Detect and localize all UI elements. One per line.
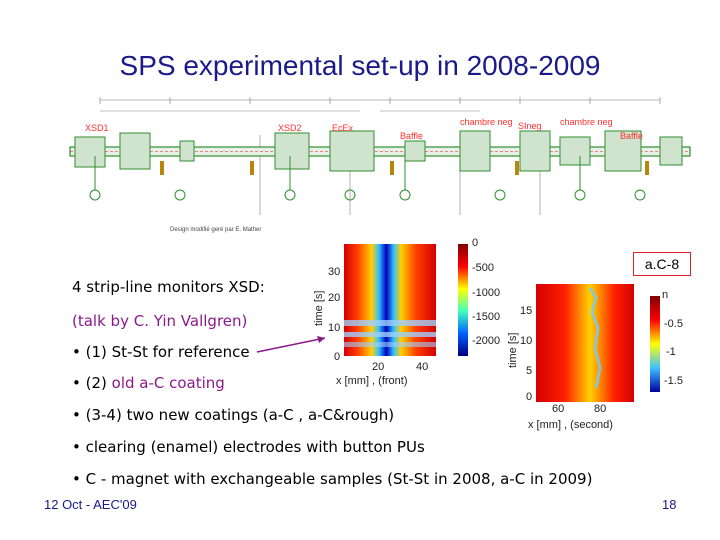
plot1-cbar-tick-1500: -1500 (472, 311, 500, 323)
bullet-old-ac-prefix: • (2) (72, 374, 112, 392)
bullet-new-coatings: • (3-4) two new coatings (a-C , a-C&roug… (72, 406, 395, 424)
schematic-label-xsd2: XSD2 (278, 123, 302, 133)
plot1-xtick-20: 20 (372, 361, 384, 373)
plot2-ytick-0: 0 (526, 391, 532, 403)
plot1-cbar-tick-0: 0 (472, 237, 478, 249)
beamline-schematic: XSD1 XSD2 EcEx Baffle chambre neg SIneg … (69, 97, 691, 233)
plot1-ytick-20: 20 (328, 292, 340, 304)
plot1-cbar-tick-500: -500 (472, 262, 494, 274)
plot1-xlabel: x [mm] , (front) (336, 375, 408, 387)
bullet-talk-reference: (talk by C. Yin Vallgren) (72, 312, 248, 330)
schematic-label-slneg: SIneg (518, 121, 542, 131)
plot2-ytick-10: 10 (520, 335, 532, 347)
schematic-credit: Design modifié geré par E. Mather (170, 227, 261, 233)
schematic-label-baffle-1: Baffle (400, 131, 423, 141)
heatmap-plot-1: 30 20 10 0 time [s] 20 40 x [mm] , (fron… (313, 237, 500, 387)
heatmap-plot-2: 15 10 5 0 time [s] 60 80 x [mm] , (secon… (507, 284, 683, 431)
plot1-xtick-40: 40 (416, 361, 428, 373)
schematic-label-xsd1: XSD1 (85, 123, 109, 133)
plot1-ytick-0: 0 (334, 351, 340, 363)
plot2-cbar-tick-1-5: -1.5 (664, 375, 683, 387)
schematic-label-chambre-neg-2: chambre neg (560, 117, 613, 127)
slide-title: SPS experimental set-up in 2008-2009 (119, 50, 601, 81)
plot2-ytick-5: 5 (526, 365, 532, 377)
plot1-ytick-30: 30 (328, 266, 340, 278)
plot2-xtick-60: 60 (552, 403, 564, 415)
page-number: 18 (662, 497, 677, 512)
bullet-strip-line-monitors: 4 strip-line monitors XSD: (72, 278, 265, 296)
bullet-old-ac-coating: • (2) old a-C coating (72, 374, 225, 392)
schematic-label-ecex: EcEx (332, 123, 354, 133)
plot2-ylabel: time [s] (507, 333, 519, 368)
plot2-cbar-tick-1: -1 (666, 346, 676, 358)
bullet-st-st-reference: • (1) St-St for reference (72, 343, 250, 361)
footer-date: 12 Oct - AEC'09 (44, 497, 137, 512)
schematic-label-chambre-neg-1: chambre neg (460, 117, 513, 127)
plot1-ytick-10: 10 (328, 322, 340, 334)
schematic-label-baffle-2: Baffle (620, 131, 643, 141)
sample-tag: a.C-8 (633, 252, 691, 276)
plot1-ylabel: time [s] (313, 291, 325, 326)
plot2-cbar-label-top: n (662, 289, 668, 301)
plot2-ytick-15: 15 (520, 305, 532, 317)
plot1-cbar-tick-2000: -2000 (472, 335, 500, 347)
bullet-clearing-electrodes: • clearing (enamel) electrodes with butt… (72, 438, 425, 456)
plot1-cbar-tick-1000: -1000 (472, 287, 500, 299)
bullet-old-ac-highlight: old a-C coating (111, 374, 225, 392)
bullet-c-magnet: • C - magnet with exchangeable samples (… (72, 470, 593, 488)
plot2-xlabel: x [mm] , (second) (528, 419, 613, 431)
plot2-xtick-80: 80 (594, 403, 606, 415)
pointer-arrow (256, 336, 326, 353)
plot2-cbar-tick-0-5: -0.5 (664, 318, 683, 330)
